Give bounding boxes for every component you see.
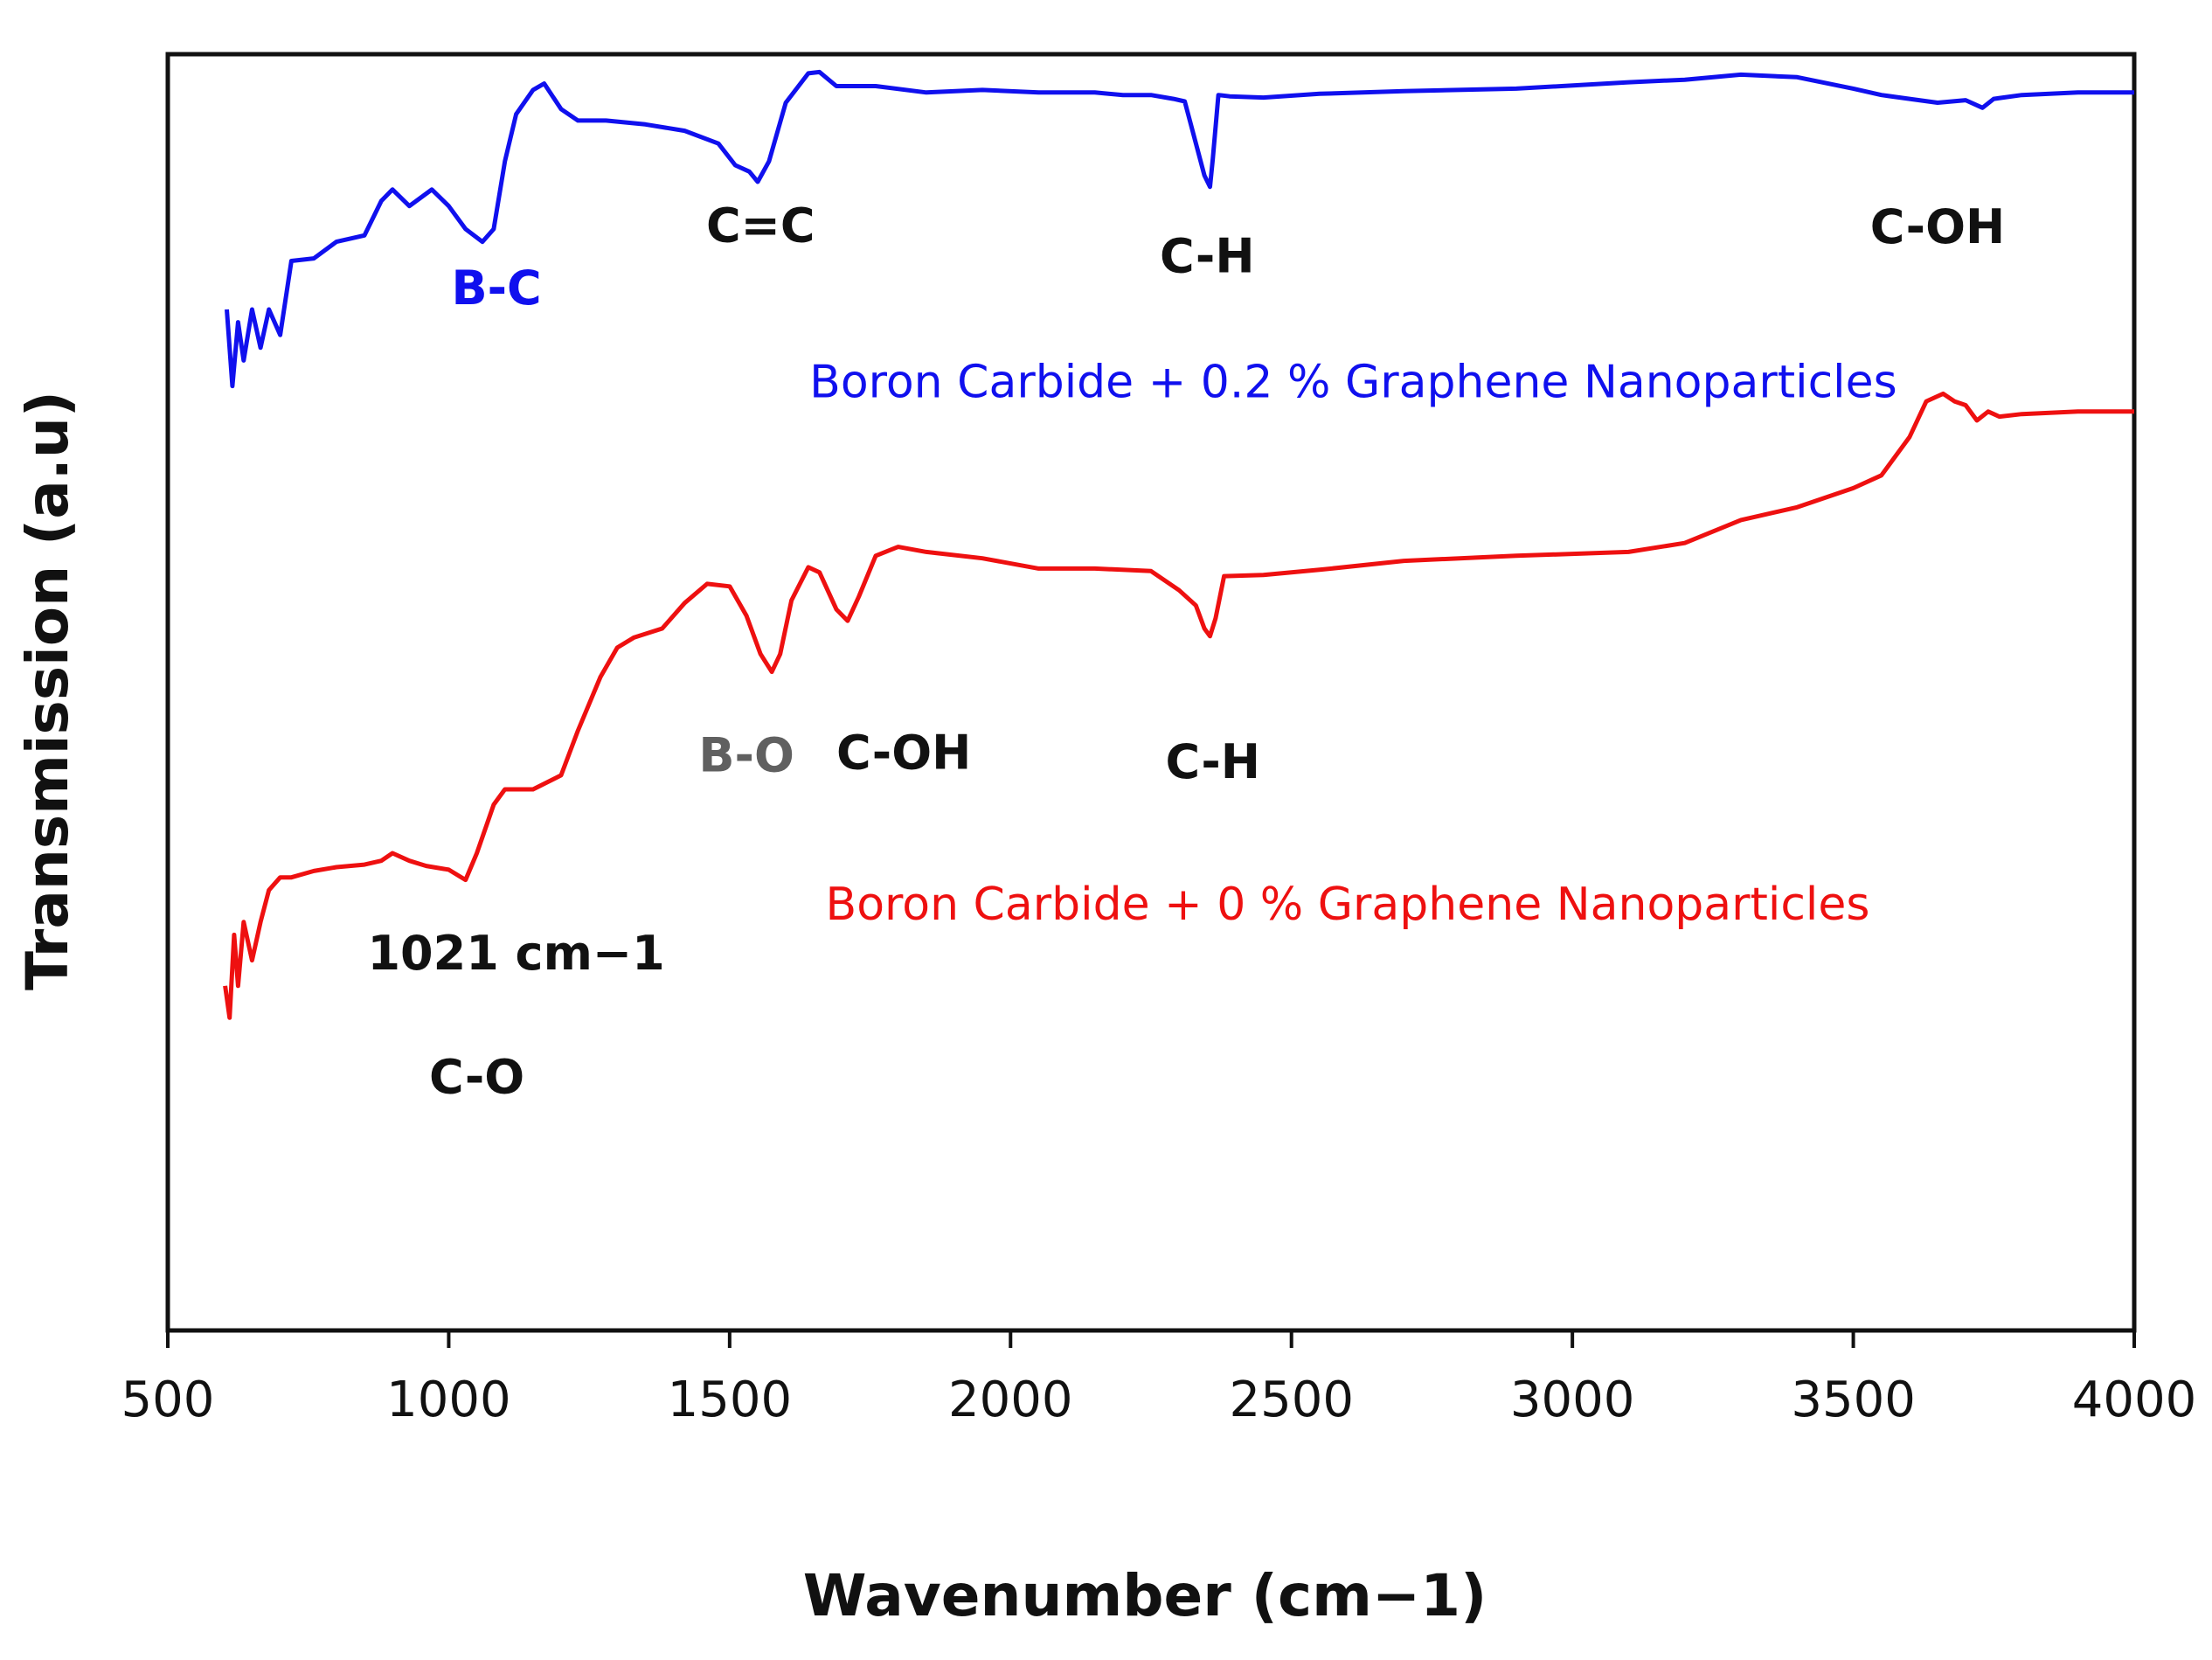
annotation-label: C-OH	[836, 726, 971, 781]
annotation-label: B-C	[451, 260, 541, 316]
x-tick-label: 1500	[668, 1372, 793, 1428]
annotation-label: C-H	[1165, 734, 1259, 789]
annotation-layer: B-C C=C C-H C-OH B-O C-OH C-H 1021 cm−1 C-O	[367, 198, 2005, 1105]
x-tick-label: 3000	[1510, 1372, 1635, 1428]
x-tick-label: 2000	[948, 1372, 1073, 1428]
plot-frame	[165, 52, 2137, 1333]
y-axis-title: Transmission (a.u)	[14, 391, 81, 990]
series-label: Boron Carbide + 0 % Graphene Nanoparticl…	[826, 879, 1870, 931]
annotation-label: 1021 cm−1	[367, 926, 664, 981]
series-layer	[223, 69, 2134, 1020]
annotation-label: C-O	[429, 1049, 524, 1104]
x-tick-label: 4000	[2072, 1372, 2197, 1428]
x-tick-label: 3500	[1791, 1372, 1916, 1428]
series-line-1	[223, 391, 2134, 1020]
annotation-label: B-O	[698, 728, 794, 783]
legend-layer: Boron Carbide + 0.2 % Graphene Nanoparti…	[809, 357, 1897, 931]
x-axis-title: Wavenumber (cm−1)	[803, 1562, 1487, 1629]
series-line-0	[225, 69, 2134, 389]
series-label: Boron Carbide + 0.2 % Graphene Nanoparti…	[809, 357, 1897, 409]
annotation-label: C=C	[706, 198, 815, 254]
x-tick-label: 500	[121, 1372, 215, 1428]
x-axis-ticks: 500 1000 1500 2000 2500 3000 3500 4000	[121, 1330, 2197, 1428]
x-tick-label: 2500	[1229, 1372, 1354, 1428]
x-tick-label: 1000	[386, 1372, 511, 1428]
annotation-label: C-OH	[1870, 199, 2005, 254]
annotation-label: C-H	[1160, 229, 1254, 284]
